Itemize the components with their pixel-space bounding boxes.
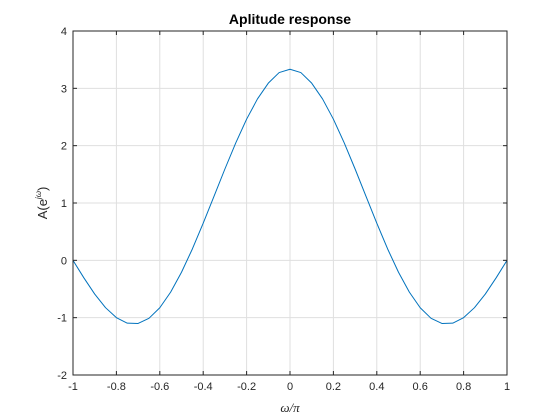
x-tick-label: 0.4 [369,381,384,393]
series-layer [72,68,508,324]
y-axis-label: A(ejω) [34,187,50,220]
x-tick-label: -1 [68,381,78,393]
y-tick-label: -2 [57,370,67,382]
x-tick-label: 0.6 [413,381,428,393]
tick-marks [72,30,508,376]
x-tick-label: 0 [287,381,293,393]
x-tick-label: -0.6 [150,381,169,393]
y-tick-labels: -2 -1 0 1 2 3 4 [57,26,67,382]
x-tick-label: -0.2 [237,381,256,393]
x-tick-labels: -1 -0.8 -0.6 -0.4 -0.2 0 0.2 0.4 0.6 0.8 1 [68,381,510,393]
x-tick-label: 1 [504,381,510,393]
y-tick-label: 4 [61,26,67,38]
y-tick-label: 2 [61,141,67,153]
x-tick-label: -0.8 [107,381,126,393]
y-axis-label-close: ) [35,187,50,191]
x-axis-label: ω/π [280,400,300,415]
y-axis-label-exponent: jω [34,191,43,200]
x-tick-label: 0.8 [456,381,471,393]
x-tick-label: 0.2 [326,381,341,393]
y-tick-label: 1 [61,198,67,210]
series-line [72,68,508,324]
y-tick-label: -1 [57,313,67,325]
y-tick-label: 0 [61,255,67,267]
svg-text:A(ejω): A(ejω) [34,187,50,220]
y-axis-label-main: A(e [35,199,50,219]
chart-title: Aplitude response [229,11,351,27]
grid-lines [73,31,507,375]
x-tick-label: -0.4 [194,381,213,393]
y-tick-label: 3 [61,83,67,95]
